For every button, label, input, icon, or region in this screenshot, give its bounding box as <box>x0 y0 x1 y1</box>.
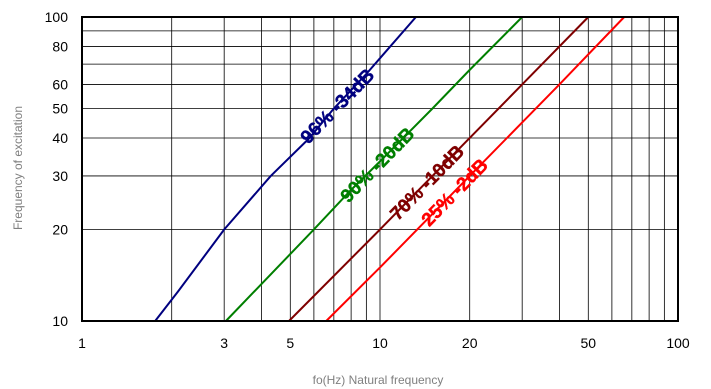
y-tick-label: 30 <box>52 168 68 184</box>
x-tick-label: 20 <box>462 335 478 351</box>
y-tick-label: 10 <box>52 313 68 329</box>
x-tick-label: 1 <box>78 335 86 351</box>
x-axis-label: fo(Hz) Natural frequency <box>313 373 444 387</box>
y-axis-label: Frequency of excitation <box>11 106 25 230</box>
series-lines <box>154 16 625 322</box>
y-tick-label: 50 <box>52 101 68 117</box>
y-tick-label: 80 <box>52 38 68 54</box>
x-tick-labels: 1 3 5 10 20 50 100 <box>78 335 690 351</box>
series-line-2 <box>288 16 590 322</box>
x-tick-label: 50 <box>581 335 597 351</box>
y-tick-label: 60 <box>52 76 68 92</box>
series-line-0 <box>154 16 417 322</box>
y-tick-label: 100 <box>45 9 69 25</box>
x-tick-label: 10 <box>372 335 388 351</box>
y-tick-labels: 10 20 30 40 50 60 80 100 <box>45 9 69 329</box>
x-tick-label: 5 <box>286 335 294 351</box>
series-line-3 <box>325 16 625 322</box>
y-tick-label: 40 <box>52 130 68 146</box>
y-tick-label: 20 <box>52 221 68 237</box>
x-tick-label: 100 <box>666 335 690 351</box>
plot-frame <box>81 16 679 322</box>
x-tick-label: 3 <box>220 335 228 351</box>
series-line-1 <box>225 16 523 322</box>
